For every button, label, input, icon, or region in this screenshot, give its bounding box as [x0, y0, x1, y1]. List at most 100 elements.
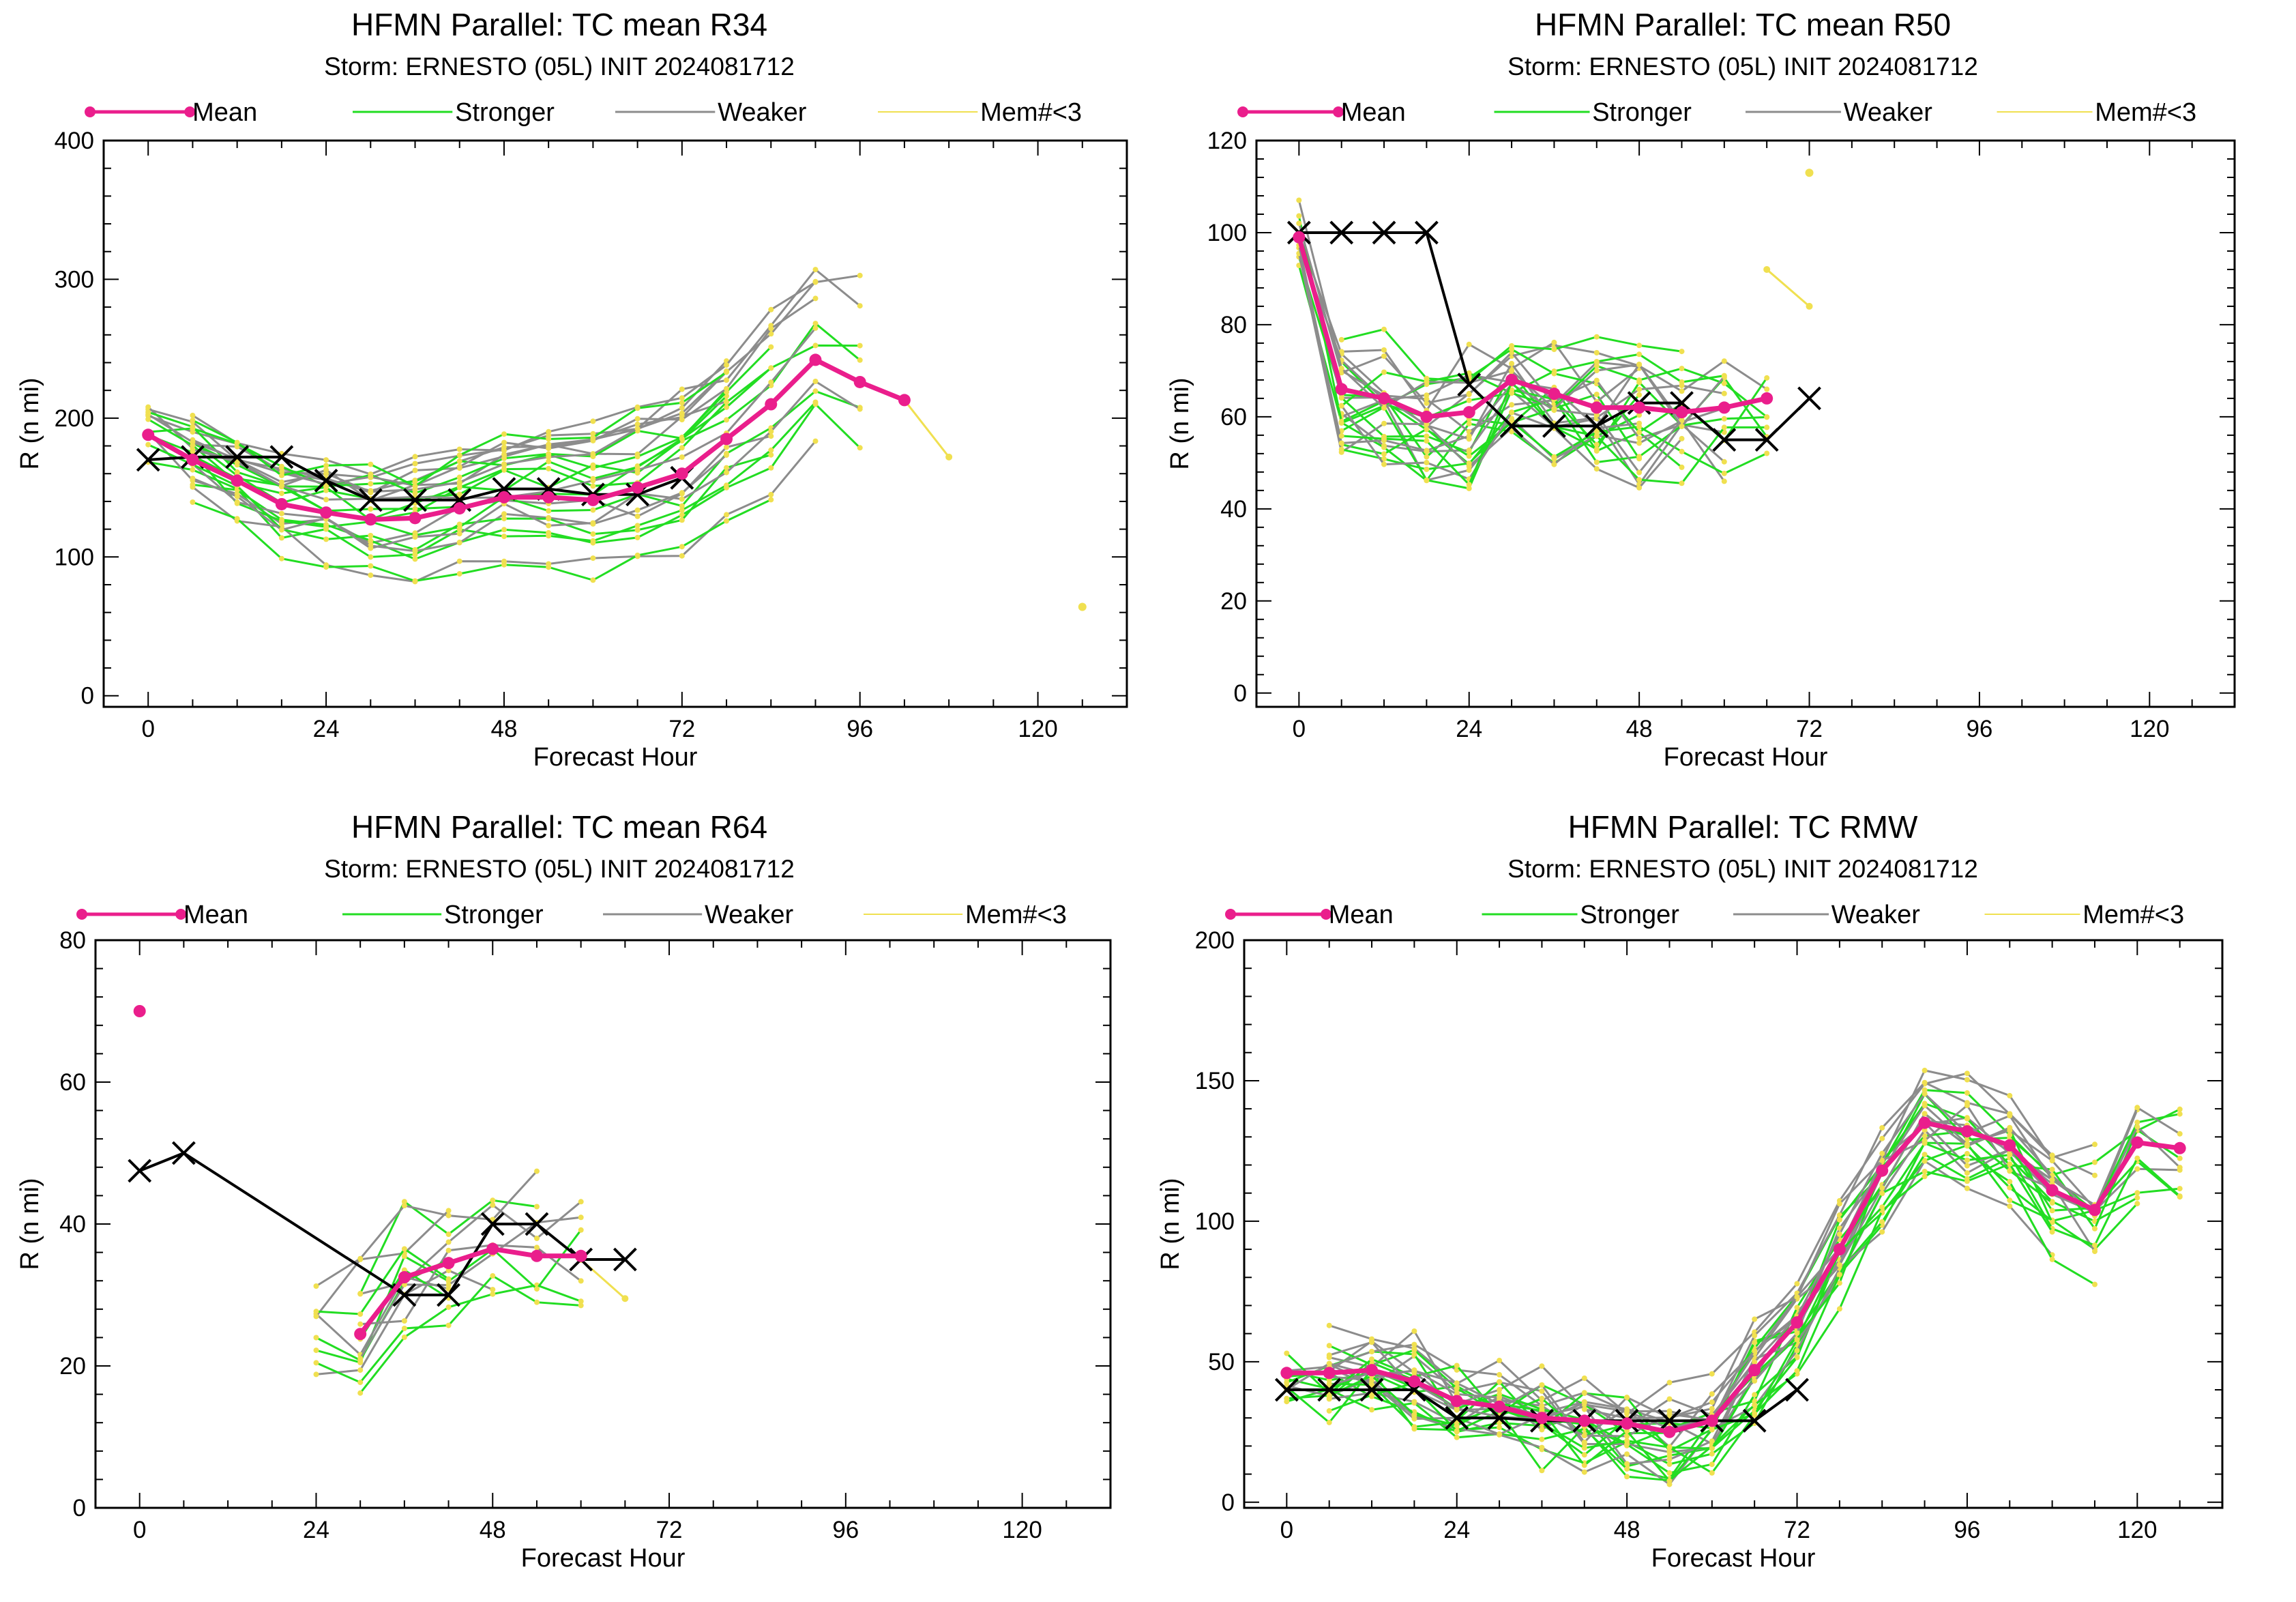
y-tick-label: 120: [1207, 128, 1247, 154]
ensemble-point: [1424, 433, 1430, 439]
ensemble-point: [1424, 426, 1430, 432]
legend-item-mean: Mean: [1225, 901, 1394, 929]
ensemble-point: [768, 433, 774, 439]
ensemble-point: [1624, 1466, 1630, 1472]
ensemble-point: [445, 1208, 452, 1214]
mean-point: [1578, 1414, 1591, 1427]
legend-marker: [1321, 909, 1332, 920]
ensemble-point: [1424, 448, 1430, 454]
ensemble-point: [1411, 1328, 1417, 1334]
ensemble-point: [2007, 1132, 2013, 1138]
ensemble-point: [679, 395, 685, 401]
y-tick-label: 50: [1208, 1349, 1235, 1375]
ensemble-point: [368, 461, 374, 467]
best-track-marker: [1317, 1378, 1342, 1402]
ensemble-track: [1329, 1069, 2053, 1420]
ensemble-point: [1539, 1436, 1545, 1442]
ensemble-point: [2092, 1172, 2098, 1178]
ensemble-point: [590, 540, 596, 546]
ensemble-point: [768, 447, 774, 453]
mean-point: [675, 467, 688, 480]
ensemble-point: [1679, 388, 1685, 394]
ensemble-point: [679, 517, 685, 523]
ensemble-point: [724, 465, 729, 471]
mean-point: [142, 428, 155, 441]
ensemble-point: [768, 428, 774, 435]
ensemble-point: [1964, 1185, 1970, 1191]
best-track-marker: [1797, 386, 1821, 411]
ensemble-point: [1636, 412, 1643, 418]
mean-point: [587, 493, 600, 506]
mean-point: [765, 398, 778, 411]
mean-point: [1675, 406, 1688, 419]
ensemble-point: [1636, 454, 1643, 460]
ensemble-point: [1593, 363, 1600, 369]
ensemble-point: [1764, 375, 1770, 381]
ensemble-point: [768, 331, 774, 337]
ensemble-point: [313, 1335, 319, 1341]
ensemble-point: [812, 295, 819, 302]
ensemble-point: [634, 527, 641, 533]
x-tick-label: 120: [2130, 716, 2169, 742]
ensemble-point: [323, 564, 329, 570]
ensemble-point: [1593, 377, 1600, 383]
y-tick-label: 0: [81, 683, 94, 710]
chart-panel-2: HFMN Parallel: TC mean R50 Storm: ERNESTO…: [1166, 7, 2236, 772]
mean-point: [2046, 1184, 2059, 1197]
ensemble-point: [1581, 1406, 1587, 1412]
ensemble-point: [679, 496, 685, 502]
ensemble-point: [1581, 1375, 1587, 1381]
ensemble-point: [1381, 456, 1387, 462]
ensemble-point: [234, 499, 240, 505]
ensemble-point: [1721, 470, 1727, 476]
ensemble-point: [2049, 1167, 2055, 1172]
ensemble-point: [323, 471, 329, 477]
ensemble-point: [578, 1214, 584, 1221]
ensemble-point: [1509, 402, 1515, 408]
ensemble-point: [1666, 1457, 1673, 1463]
x-tick-label: 72: [668, 716, 695, 742]
ensemble-point: [501, 527, 507, 533]
mean-point: [1323, 1367, 1336, 1380]
ensemble-point: [1338, 366, 1344, 371]
ensemble-point: [1964, 1170, 1970, 1176]
ensemble-point: [1636, 469, 1643, 476]
mean-point: [354, 1328, 367, 1341]
marker-stroke: [136, 448, 160, 472]
ensemble-point: [590, 478, 596, 484]
ensemble-point: [1284, 1350, 1290, 1356]
ensemble-point: [1679, 480, 1685, 486]
x-tick-label: 96: [1954, 1517, 1980, 1543]
ensemble-point: [368, 563, 374, 569]
ensemble-point: [1284, 1395, 1290, 1401]
ensemble-point: [1764, 450, 1770, 456]
ensemble-point: [546, 508, 552, 514]
ensemble-point: [2092, 1249, 2098, 1255]
ensemble-track: [1297, 244, 1683, 474]
mean-point: [409, 512, 422, 525]
ensemble-point: [412, 556, 418, 562]
ensemble-point: [2092, 1159, 2098, 1165]
best-track-marker: [1359, 1378, 1384, 1402]
ensemble-point: [1411, 1412, 1417, 1418]
ensemble-point: [1424, 460, 1430, 465]
ensemble-point: [1466, 447, 1472, 453]
ensemble-point: [357, 1390, 364, 1396]
ensemble-point: [412, 506, 418, 512]
mean-point: [497, 491, 510, 504]
ensemble-point: [278, 491, 284, 497]
best-track-marker: [1457, 373, 1482, 397]
mean-point: [2088, 1204, 2101, 1217]
ensemble-point: [2134, 1105, 2140, 1111]
ensemble-point: [1593, 446, 1600, 452]
ensemble-point: [1636, 343, 1643, 349]
ensemble-point: [590, 431, 596, 437]
ensemble-point: [445, 1268, 452, 1274]
ensemble-point: [145, 441, 151, 448]
mean-point: [1366, 1364, 1379, 1377]
ensemble-point: [1424, 379, 1430, 385]
ensemble-point: [1922, 1158, 1928, 1164]
ensemble-point: [1593, 392, 1600, 397]
ensemble-point: [412, 483, 418, 489]
ensemble-point: [1794, 1348, 1800, 1354]
